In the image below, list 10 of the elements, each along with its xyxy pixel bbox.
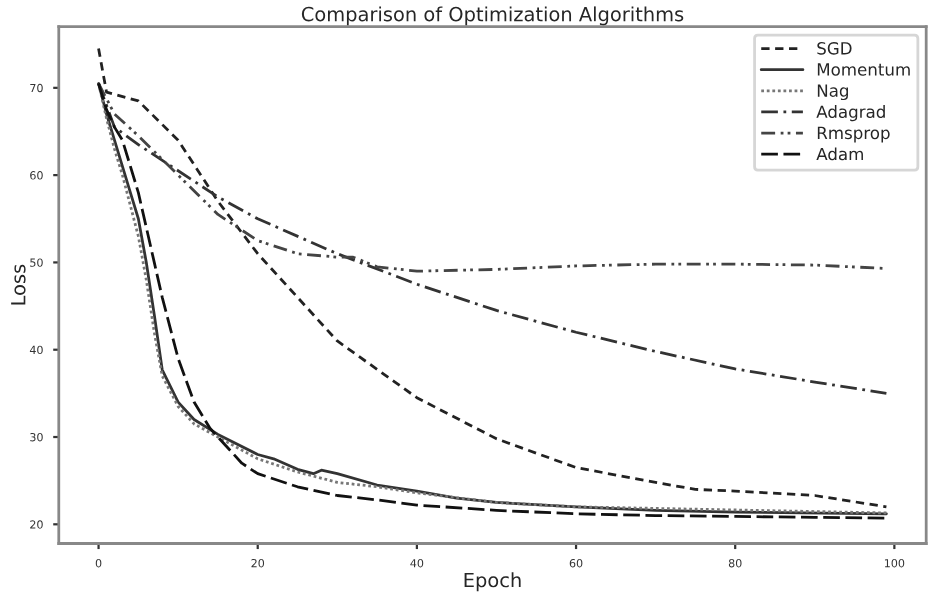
chart-title: Comparison of Optimization Algorithms: [301, 6, 684, 26]
x-axis-title: Epoch: [464, 572, 521, 592]
line-series: [97, 82, 888, 273]
legend-label: Momentum: [817, 63, 910, 76]
legend-label: Rmsprop: [817, 126, 890, 143]
legend-label: SGD: [817, 42, 852, 55]
y-axis-title: Loss: [11, 264, 26, 305]
legend-label: Adam: [816, 147, 863, 161]
legend-label: Nag: [817, 84, 848, 101]
legend-label: Adagrad: [816, 105, 885, 122]
